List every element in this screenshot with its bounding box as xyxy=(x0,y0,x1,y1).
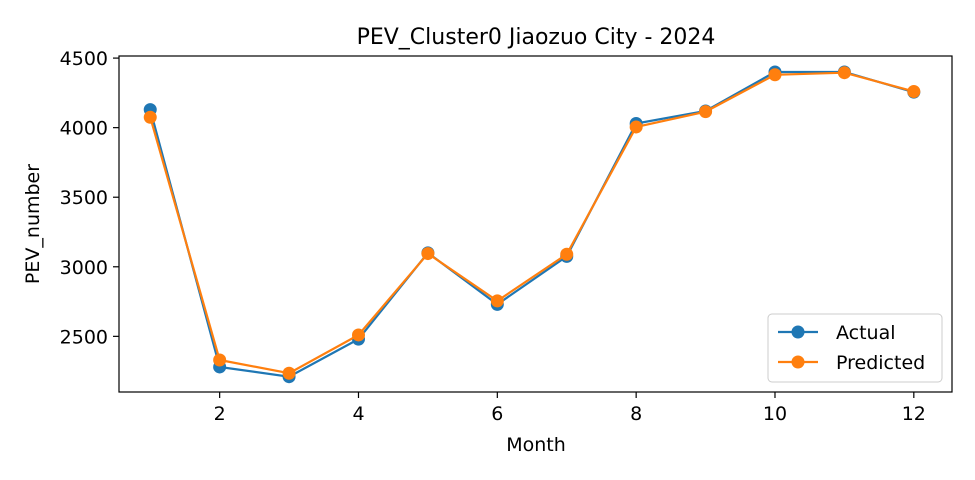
y-axis-label: PEV_number xyxy=(22,164,44,284)
y-tick-label: 2500 xyxy=(60,326,108,348)
x-axis-label: Month xyxy=(506,434,566,456)
series-line-predicted xyxy=(149,71,915,375)
legend: Actual Predicted xyxy=(767,313,943,383)
x-tick-label: 6 xyxy=(491,403,503,425)
y-tick-label: 3000 xyxy=(60,257,108,279)
data-point-predicted-6 xyxy=(490,294,504,308)
series-line-actual xyxy=(149,70,915,378)
legend-label-actual: Actual xyxy=(836,322,896,344)
x-axis: 2 4 6 8 10 12 xyxy=(214,392,926,425)
data-point-predicted-11 xyxy=(837,66,851,80)
data-point-predicted-7 xyxy=(560,247,574,261)
data-point-predicted-9 xyxy=(699,105,713,119)
data-point-predicted-4 xyxy=(351,328,365,342)
x-tick-label: 8 xyxy=(630,403,642,425)
x-tick-label: 12 xyxy=(902,403,926,425)
data-point-predicted-8 xyxy=(629,120,643,134)
legend-marker-predicted xyxy=(791,355,805,369)
data-point-predicted-2 xyxy=(213,353,227,367)
data-point-predicted-5 xyxy=(421,247,435,261)
legend-label-predicted: Predicted xyxy=(836,352,925,374)
y-tick-label: 3500 xyxy=(60,187,108,209)
chart-title: PEV_Cluster0 Jiaozuo City - 2024 xyxy=(357,25,716,50)
data-point-predicted-12 xyxy=(907,84,921,98)
x-tick-label: 2 xyxy=(214,403,226,425)
y-tick-label: 4000 xyxy=(60,118,108,140)
data-point-predicted-10 xyxy=(768,68,782,82)
y-axis: 2500 3000 3500 4000 4500 xyxy=(60,48,119,348)
plot-frame xyxy=(118,55,953,393)
plot-series xyxy=(143,65,921,384)
data-point-predicted-3 xyxy=(282,366,296,380)
y-tick-label: 4500 xyxy=(60,48,108,70)
data-point-predicted-1 xyxy=(143,110,157,124)
x-tick-label: 4 xyxy=(352,403,364,425)
x-tick-label: 10 xyxy=(763,403,787,425)
series-predicted xyxy=(143,66,921,380)
legend-marker-actual xyxy=(791,325,805,339)
